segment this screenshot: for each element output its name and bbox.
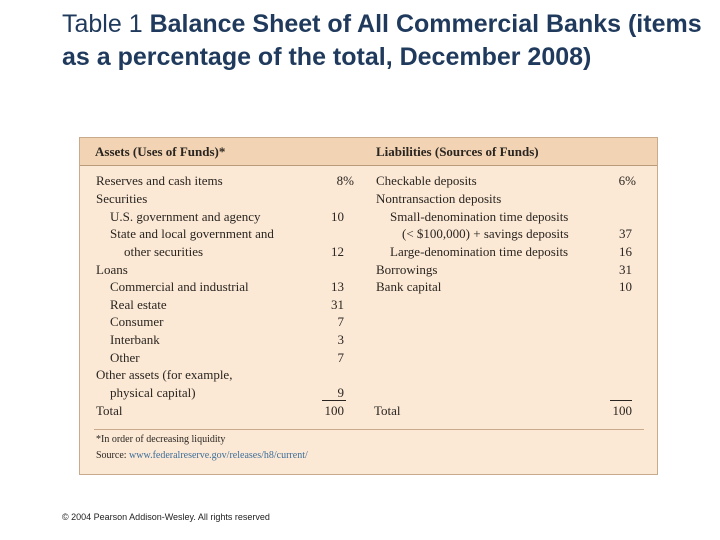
copyright-notice: © 2004 Pearson Addison-Wesley. All right…: [62, 512, 270, 522]
asset-label: Real estate: [110, 297, 167, 312]
asset-value: 8%: [336, 173, 354, 188]
source-label: Source:: [96, 450, 127, 461]
subtotal-rule: [610, 400, 632, 401]
assets-header: Assets (Uses of Funds)*: [95, 144, 226, 159]
asset-value: 12: [331, 244, 344, 259]
asset-label: Interbank: [110, 332, 160, 347]
liability-label: Large-denomination time deposits: [390, 244, 569, 259]
asset-value: 7: [337, 350, 345, 365]
source-link[interactable]: www.federalreserve.gov/releases/h8/curre…: [129, 450, 308, 461]
liabilities-total-label: Total: [374, 403, 401, 418]
source-note: Source: www.federalreserve.gov/releases/…: [96, 450, 308, 461]
asset-label: Commercial and industrial: [110, 279, 249, 294]
asset-value: 3: [337, 332, 345, 347]
asset-label: Other: [110, 350, 140, 365]
asset-label: other securities: [124, 244, 204, 259]
liability-value: 6%: [618, 173, 636, 188]
liability-label: Borrowings: [376, 262, 438, 277]
liabilities-header: Liabilities (Sources of Funds): [376, 144, 539, 159]
footnote: *In order of decreasing liquidity: [96, 434, 226, 445]
liability-label: Checkable deposits: [376, 173, 477, 188]
asset-label: Loans: [96, 262, 128, 277]
table-heading: Balance Sheet of All Commercial Banks (i…: [62, 10, 702, 71]
asset-value: 7: [337, 314, 345, 329]
asset-value: 13: [331, 279, 344, 294]
liabilities-total-value: 100: [612, 403, 633, 418]
asset-label: Other assets (for example,: [96, 367, 233, 382]
balance-sheet-table: Assets (Uses of Funds)* Liabilities (Sou…: [79, 137, 658, 475]
subtotal-rule: [322, 400, 346, 401]
asset-value: 10: [331, 209, 344, 224]
asset-label: State and local government and: [110, 226, 274, 241]
assets-total-value: 100: [324, 403, 345, 418]
liability-value: 10: [619, 279, 632, 294]
liability-label: (< $100,000) + savings deposits: [402, 226, 569, 241]
asset-label: Consumer: [110, 314, 164, 329]
table-header-band: [80, 138, 657, 166]
asset-label: physical capital): [110, 385, 196, 400]
liability-value: 16: [619, 244, 632, 259]
slide-title: Table 1 Balance Sheet of All Commercial …: [62, 8, 702, 74]
liability-value: 31: [619, 262, 632, 277]
footnote-divider: [94, 429, 644, 430]
asset-label: Securities: [96, 191, 148, 206]
liability-label: Small-denomination time deposits: [390, 209, 569, 224]
asset-label: U.S. government and agency: [110, 209, 261, 224]
liability-value: 37: [619, 226, 632, 241]
asset-value: 31: [331, 297, 344, 312]
liability-label: Nontransaction deposits: [376, 191, 502, 206]
liability-label: Bank capital: [376, 279, 442, 294]
table-number: Table 1: [62, 10, 143, 38]
asset-value: 9: [337, 385, 345, 400]
assets-total-label: Total: [96, 403, 123, 418]
asset-label: Reserves and cash items: [96, 173, 223, 188]
